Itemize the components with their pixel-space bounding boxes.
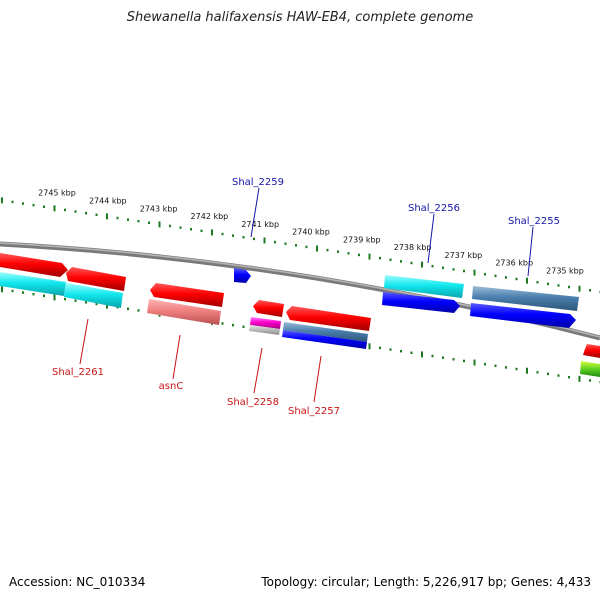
leader-shal-2258 [253, 347, 263, 394]
gene-label-leaders [79, 187, 534, 403]
leader-shal-2257 [313, 355, 322, 403]
gene-red-reverse-2[interactable] [253, 300, 284, 317]
gene-steel-reverse[interactable] [283, 322, 368, 342]
gene-salmon-reverse-asnc[interactable] [147, 299, 221, 325]
gene-blue-forward-small[interactable] [234, 268, 251, 283]
kbp-label-group: 2745 kbp 2744 kbp 2743 kbp 2742 kbp 2741 kbp… [38, 189, 584, 276]
gene-label-shal-2258[interactable]: Shal_2258 [227, 397, 279, 408]
gene-steel-forward-shal-2255[interactable] [472, 286, 579, 311]
kbp-tick-label: 2742 kbp [191, 212, 229, 221]
gene-label-shal-2255[interactable]: Shal_2255 [508, 216, 560, 227]
gene-label-shal-2261[interactable]: Shal_2261 [52, 367, 104, 378]
genome-summary-label: Topology: circular; Length: 5,226,917 bp… [261, 575, 591, 589]
gene-red-reverse-shal-2261[interactable] [150, 283, 224, 307]
kbp-tick-label: 2744 kbp [89, 196, 127, 205]
gene-blue-reverse[interactable] [282, 330, 367, 349]
leader-shal-2255 [527, 226, 534, 277]
outer-tick-ring [1, 197, 600, 294]
reverse-genes [0, 272, 600, 377]
gene-blue-forward-2[interactable] [382, 292, 460, 313]
leader-asnc [172, 334, 181, 380]
gene-cyan-reverse-2[interactable] [64, 283, 123, 308]
kbp-tick-label: 2737 kbp [445, 251, 483, 260]
leader-shal-2256 [427, 213, 435, 264]
gene-label-shal-2256[interactable]: Shal_2256 [408, 203, 460, 214]
gene-label-shal-2259[interactable]: Shal_2259 [232, 177, 284, 188]
gene-cyan-forward-shal-2256[interactable] [384, 275, 464, 298]
gene-red-forward-2[interactable] [66, 267, 126, 291]
gene-label-shal-2257[interactable]: Shal_2257 [288, 406, 340, 417]
kbp-tick-label: 2739 kbp [343, 235, 381, 244]
kbp-tick-label: 2741 kbp [241, 220, 279, 229]
gene-green-reverse-edge[interactable] [580, 361, 600, 377]
forward-genes [0, 253, 600, 358]
accession-label: Accession: NC_010334 [9, 575, 146, 589]
gene-label-asnc[interactable]: asnC [159, 381, 184, 392]
gene-red-forward-1[interactable] [0, 253, 68, 277]
gene-grey-reverse[interactable] [249, 325, 280, 335]
kbp-tick-label: 2740 kbp [292, 228, 330, 237]
kbp-tick-label: 2743 kbp [140, 204, 178, 213]
gene-cyan-reverse-1[interactable] [0, 272, 66, 296]
kbp-tick-label: 2738 kbp [394, 243, 432, 252]
gene-labels: Shal_2259 Shal_2256 Shal_2255 Shal_2261 … [52, 177, 560, 417]
map-title: Shewanella halifaxensis HAW-EB4, complet… [126, 10, 474, 25]
gene-red-forward-edge[interactable] [583, 344, 600, 358]
kbp-tick-label: 2736 kbp [495, 259, 533, 268]
gene-red-reverse-shal-2257[interactable] [286, 306, 371, 331]
gene-magenta-reverse[interactable] [250, 317, 281, 329]
leader-shal-2261 [79, 318, 89, 365]
leader-shal-2259 [250, 187, 260, 238]
gene-blue-forward-3[interactable] [470, 303, 576, 328]
kbp-tick-label: 2735 kbp [546, 266, 584, 275]
kbp-tick-label: 2745 kbp [38, 189, 76, 198]
